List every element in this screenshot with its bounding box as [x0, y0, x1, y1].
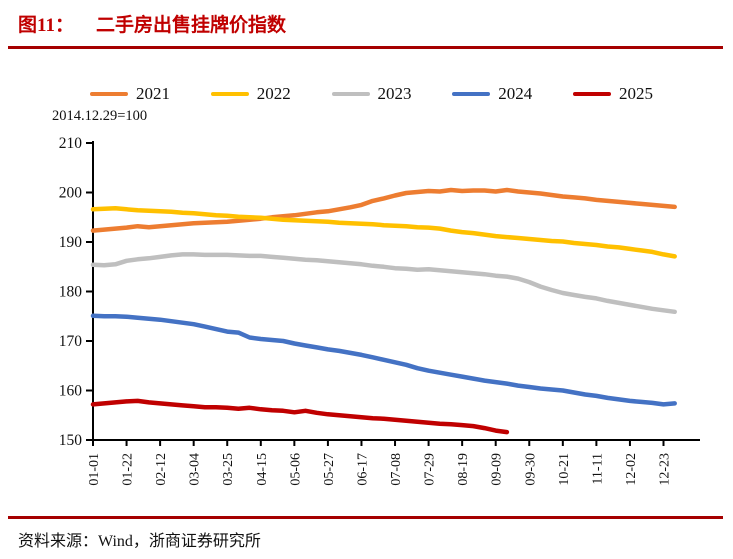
- x-tick-label: 01-22: [121, 453, 136, 486]
- y-tick-label: 160: [59, 383, 83, 400]
- legend-item-2022: 2022: [210, 84, 291, 104]
- x-tick-label: 11-11: [590, 453, 605, 485]
- x-tick-label: 07-08: [389, 453, 404, 486]
- y-tick-label: 200: [59, 185, 83, 202]
- x-tick-label: 08-19: [456, 453, 471, 486]
- legend-label-2024: 2024: [498, 84, 533, 103]
- series-line-2024: [90, 313, 677, 407]
- chart-legend: 2021 2022 2023 2024 2025: [90, 84, 653, 104]
- x-tick-label: 09-09: [490, 453, 505, 486]
- y-tick-label: 190: [59, 234, 83, 251]
- legend-swatch-2022: [210, 91, 249, 97]
- x-tick-label: 10-21: [557, 453, 572, 486]
- top-divider: [8, 46, 723, 49]
- legend-label-2025: 2025: [619, 84, 653, 103]
- x-tick-label: 02-12: [154, 453, 169, 486]
- series-line-2023: [90, 252, 677, 315]
- x-tick-label: 03-04: [188, 453, 203, 486]
- legend-item-2021: 2021: [90, 84, 170, 104]
- y-tick-label: 210: [59, 135, 83, 152]
- y-tick-label: 150: [59, 432, 83, 449]
- y-tick-label: 180: [59, 284, 83, 301]
- legend-swatch-2025: [573, 91, 611, 97]
- legend-label-2023: 2023: [377, 84, 412, 103]
- bottom-divider: [8, 516, 723, 519]
- x-tick-label: 05-06: [288, 453, 303, 486]
- legend-swatch-2021: [90, 91, 128, 97]
- legend-label-2022: 2022: [256, 84, 291, 103]
- series-line-2025: [90, 398, 510, 435]
- legend-label-2021: 2021: [136, 84, 170, 103]
- x-tick-label: 06-17: [355, 453, 370, 486]
- x-tick-label: 03-25: [221, 453, 236, 486]
- legend-item-2025: 2025: [573, 84, 653, 104]
- index-base-note: 2014.12.29=100: [52, 108, 148, 124]
- legend-swatch-2024: [452, 91, 491, 97]
- x-tick-label: 12-02: [624, 453, 639, 486]
- series-line-2021: [90, 187, 677, 233]
- legend-item-2024: 2024: [452, 84, 532, 104]
- x-tick-label: 04-15: [255, 453, 270, 486]
- figure-title-text: 二手房出售挂牌价指数: [95, 15, 286, 36]
- x-tick-label: 01-01: [87, 453, 102, 486]
- legend-swatch-2023: [331, 91, 370, 97]
- figure-title: 图11： 二手房出售挂牌价指数: [18, 10, 286, 37]
- data-source: 资料来源：Wind，浙商证券研究所: [18, 533, 261, 550]
- series-line-2022: [90, 206, 677, 259]
- x-tick-label: 09-30: [523, 453, 538, 486]
- figure-number: 图11：: [18, 15, 74, 36]
- x-tick-label: 12-23: [658, 453, 673, 486]
- legend-item-2023: 2023: [331, 84, 412, 104]
- y-tick-label: 170: [59, 333, 83, 350]
- x-tick-label: 07-29: [423, 453, 438, 486]
- x-tick-label: 05-27: [322, 453, 337, 486]
